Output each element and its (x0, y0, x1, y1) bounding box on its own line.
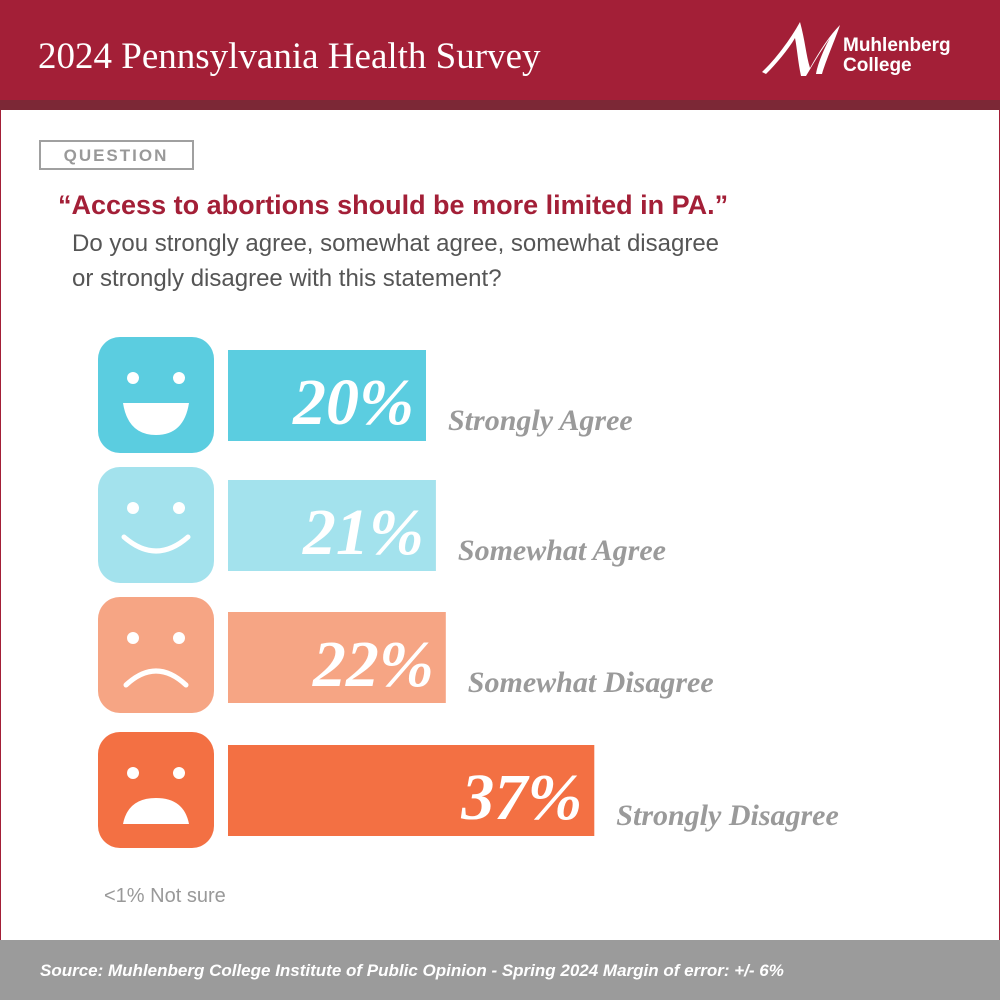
bar (228, 350, 426, 441)
question-box (39, 140, 194, 170)
value-label: 22% (312, 628, 434, 701)
face-icon (98, 337, 214, 453)
footer-bar (0, 940, 1000, 1000)
question-label: QUESTION (64, 146, 169, 165)
face-eye (173, 767, 185, 779)
face-eye (127, 372, 139, 384)
value-label: 20% (292, 366, 414, 439)
source: Source: Muhlenberg College Institute of … (40, 961, 784, 980)
category-label: Strongly Disagree (616, 799, 839, 832)
bar (228, 612, 446, 703)
value-label: 37% (460, 761, 582, 834)
face-eye (127, 502, 139, 514)
bar (228, 745, 595, 836)
bar (228, 480, 436, 571)
header-strip (0, 100, 1000, 110)
face-eye (173, 502, 185, 514)
face-icon (98, 467, 214, 583)
face-icon (98, 597, 214, 713)
question-quote: “Access to abortions should be more limi… (58, 190, 728, 220)
face-icon (98, 732, 214, 848)
face-mouth (123, 403, 189, 435)
face-eye (173, 372, 185, 384)
logo-text: College (843, 55, 912, 76)
question-text: Do you strongly agree, somewhat agree, s… (72, 230, 719, 257)
face-mouth (123, 798, 189, 824)
note: <1% Not sure (104, 885, 226, 907)
face-eye (173, 632, 185, 644)
logo-mark (762, 22, 840, 76)
face-eye (127, 632, 139, 644)
question-text: or strongly disagree with this statement… (72, 265, 502, 292)
value-label: 21% (302, 496, 424, 569)
category-label: Strongly Agree (448, 404, 633, 437)
face-eye (127, 767, 139, 779)
category-label: Somewhat Disagree (468, 666, 714, 699)
logo-text: Muhlenberg (843, 35, 951, 56)
bar-chart: 20% Strongly Agree 21% Somewhat Agree 22% Som… (98, 337, 839, 848)
header-bar (0, 0, 1000, 100)
face-mouth (121, 534, 191, 554)
header-title: 2024 Pennsylvania Health Survey (38, 36, 541, 77)
category-label: Somewhat Agree (458, 534, 666, 567)
face-mouth (123, 668, 189, 688)
